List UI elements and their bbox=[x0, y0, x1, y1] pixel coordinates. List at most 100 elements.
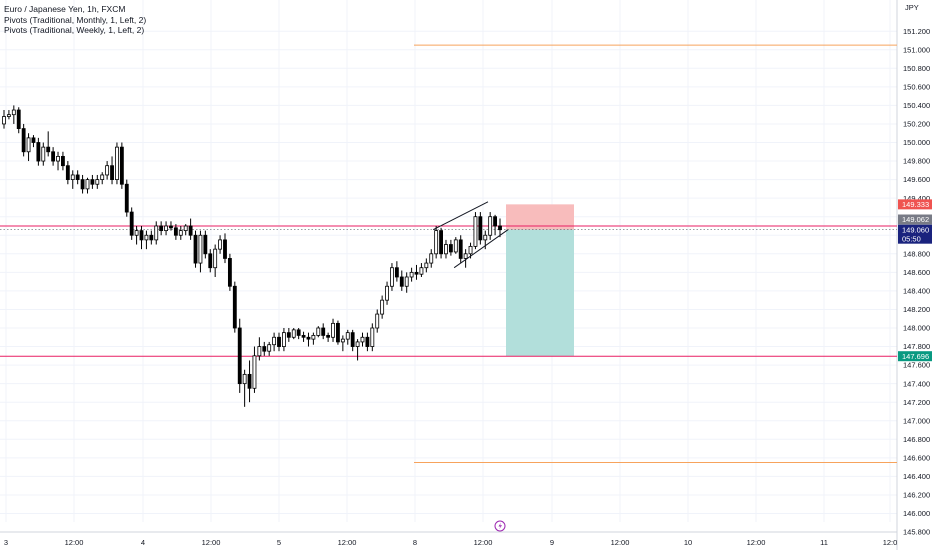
candle-40[interactable] bbox=[198, 234, 203, 264]
candle-71[interactable] bbox=[350, 332, 355, 347]
candle-68[interactable] bbox=[336, 322, 340, 343]
candle-11[interactable] bbox=[56, 156, 60, 162]
candle-26[interactable] bbox=[129, 211, 134, 236]
candle-90[interactable] bbox=[444, 244, 448, 255]
candle-78[interactable] bbox=[385, 285, 389, 301]
candle-24[interactable] bbox=[119, 146, 124, 185]
legend-weekly-pivots[interactable]: Pivots (Traditional, Weekly, 1, Left, 2) bbox=[4, 25, 145, 35]
take-profit-zone[interactable] bbox=[506, 229, 574, 357]
candle-37[interactable] bbox=[183, 225, 188, 232]
candle-59[interactable] bbox=[291, 329, 296, 338]
candle-35[interactable] bbox=[173, 227, 178, 236]
candle-10[interactable] bbox=[51, 151, 56, 162]
candle-9[interactable] bbox=[46, 146, 51, 153]
candle-65[interactable] bbox=[321, 327, 326, 336]
candle-80[interactable] bbox=[394, 267, 399, 278]
candle-0[interactable] bbox=[2, 116, 6, 125]
candle-36[interactable] bbox=[178, 230, 183, 236]
candle-20[interactable] bbox=[100, 174, 105, 180]
candle-69[interactable] bbox=[340, 338, 345, 343]
candle-44[interactable] bbox=[218, 239, 223, 250]
candle-53[interactable] bbox=[262, 346, 267, 352]
candle-32[interactable] bbox=[159, 225, 164, 232]
candle-34[interactable] bbox=[169, 225, 173, 229]
candle-93[interactable] bbox=[458, 239, 463, 259]
candle-50[interactable] bbox=[247, 373, 252, 389]
candle-54[interactable] bbox=[267, 344, 272, 352]
candle-92[interactable] bbox=[453, 239, 458, 253]
candle-62[interactable] bbox=[306, 336, 311, 340]
candle-85[interactable] bbox=[419, 267, 424, 275]
candle-19[interactable] bbox=[95, 179, 100, 185]
candle-79[interactable] bbox=[390, 267, 394, 287]
candle-89[interactable] bbox=[439, 230, 443, 255]
candle-97[interactable] bbox=[478, 216, 483, 241]
candle-3[interactable] bbox=[16, 109, 21, 129]
candle-73[interactable] bbox=[360, 336, 365, 343]
candle-30[interactable] bbox=[149, 234, 154, 241]
candle-2[interactable] bbox=[11, 109, 16, 116]
candle-31[interactable] bbox=[154, 225, 159, 241]
candle-23[interactable] bbox=[115, 146, 119, 180]
candle-17[interactable] bbox=[85, 179, 90, 190]
candle-1[interactable] bbox=[6, 114, 11, 117]
candle-100[interactable] bbox=[493, 216, 498, 227]
candle-70[interactable] bbox=[345, 332, 350, 340]
candle-8[interactable] bbox=[41, 146, 46, 162]
candle-7[interactable] bbox=[36, 142, 41, 162]
candle-94[interactable] bbox=[463, 253, 468, 259]
candle-82[interactable] bbox=[404, 276, 409, 287]
candle-15[interactable] bbox=[75, 174, 80, 180]
legend-monthly-pivots[interactable]: Pivots (Traditional, Monthly, 1, Left, 2… bbox=[4, 14, 147, 25]
candle-64[interactable] bbox=[316, 327, 321, 336]
candle-76[interactable] bbox=[375, 313, 380, 329]
candle-43[interactable] bbox=[213, 248, 218, 269]
candle-27[interactable] bbox=[134, 230, 139, 236]
candle-91[interactable] bbox=[448, 244, 453, 253]
candle-41[interactable] bbox=[203, 234, 208, 255]
candle-57[interactable] bbox=[281, 332, 286, 347]
candle-39[interactable] bbox=[193, 234, 198, 264]
candle-13[interactable] bbox=[65, 165, 70, 181]
wedge-upper-line[interactable] bbox=[432, 201, 489, 231]
candle-49[interactable] bbox=[242, 373, 247, 385]
candle-16[interactable] bbox=[80, 179, 85, 190]
candle-56[interactable] bbox=[277, 336, 281, 347]
candle-74[interactable] bbox=[365, 336, 370, 347]
stop-loss-zone[interactable] bbox=[506, 204, 574, 230]
candle-33[interactable] bbox=[164, 225, 168, 232]
candle-96[interactable] bbox=[473, 216, 478, 247]
candle-48[interactable] bbox=[237, 327, 242, 385]
candle-46[interactable] bbox=[227, 258, 232, 287]
candle-60[interactable] bbox=[296, 329, 301, 336]
candle-52[interactable] bbox=[257, 346, 262, 357]
candle-55[interactable] bbox=[272, 336, 277, 346]
candle-29[interactable] bbox=[144, 234, 149, 241]
candle-4[interactable] bbox=[21, 128, 26, 153]
candle-87[interactable] bbox=[429, 253, 434, 264]
candle-77[interactable] bbox=[380, 299, 385, 315]
candle-5[interactable] bbox=[26, 137, 31, 153]
candle-51[interactable] bbox=[252, 355, 257, 389]
candle-22[interactable] bbox=[110, 165, 114, 181]
candle-84[interactable] bbox=[414, 271, 419, 275]
candle-38[interactable] bbox=[188, 225, 193, 236]
candle-28[interactable] bbox=[139, 230, 144, 241]
candle-6[interactable] bbox=[31, 137, 36, 143]
candle-72[interactable] bbox=[355, 341, 360, 347]
candle-98[interactable] bbox=[483, 234, 488, 241]
candle-86[interactable] bbox=[424, 262, 429, 269]
candle-14[interactable] bbox=[70, 174, 75, 180]
candle-25[interactable] bbox=[124, 183, 129, 213]
legend-symbol[interactable]: Euro / Japanese Yen, 1h, FXCM bbox=[4, 4, 126, 14]
candle-83[interactable] bbox=[409, 271, 414, 278]
candle-95[interactable] bbox=[468, 245, 473, 255]
candle-63[interactable] bbox=[311, 335, 316, 340]
candle-66[interactable] bbox=[326, 335, 331, 338]
candle-81[interactable] bbox=[399, 276, 404, 287]
wedge-lower-line[interactable] bbox=[453, 229, 509, 269]
candle-101[interactable] bbox=[498, 225, 502, 231]
candle-75[interactable] bbox=[370, 327, 375, 347]
